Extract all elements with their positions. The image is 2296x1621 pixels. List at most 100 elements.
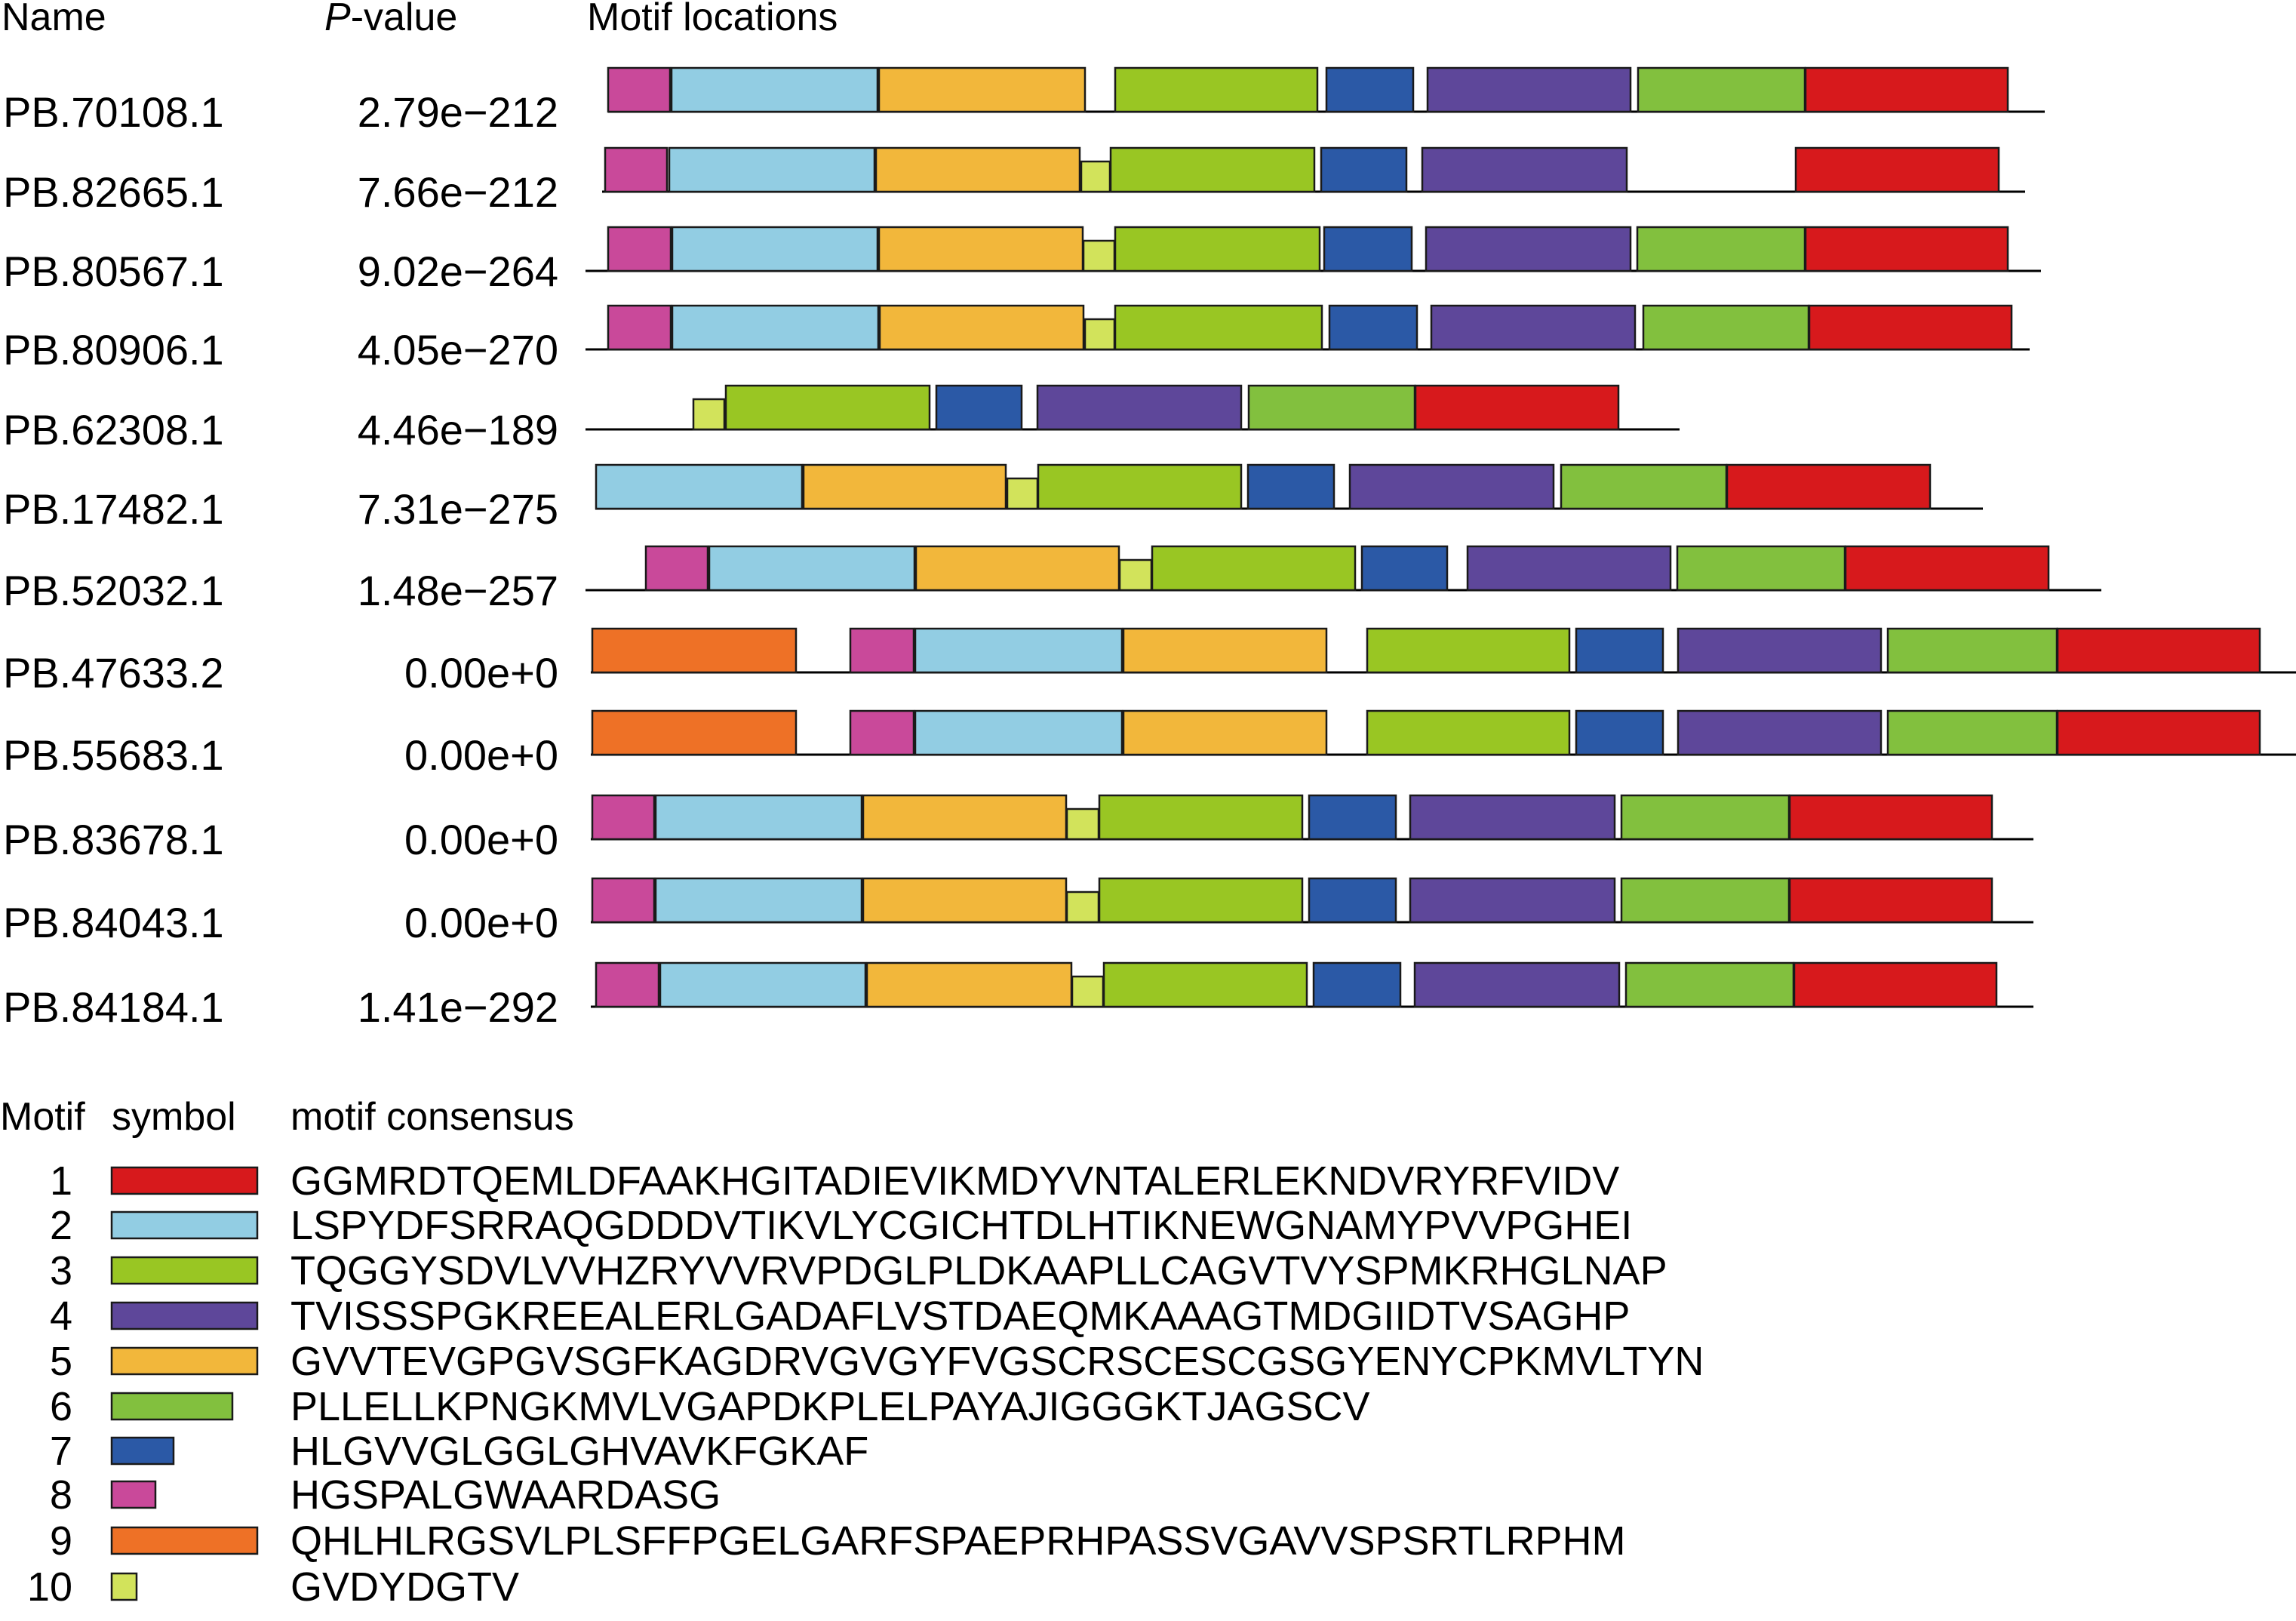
motif-3-block <box>1114 226 1321 272</box>
motif-9-block <box>591 627 798 674</box>
motif-10-block <box>692 398 726 431</box>
motif-7-block <box>1328 304 1418 351</box>
sequence-name: PB.82665.1 <box>3 168 224 216</box>
sequence-pvalue: 1.48e−257 <box>358 567 558 614</box>
motif-7-block <box>1323 226 1413 272</box>
motif-2-block <box>659 961 867 1008</box>
legend-item: 5 GVVTEVGPGVSGFKAGDRVGVGYFVGSCRSCESCGSGYE… <box>50 1339 1704 1384</box>
motif-10-block <box>1065 807 1100 841</box>
motif-8-block <box>604 146 669 193</box>
motif-2-block <box>654 794 863 841</box>
motif-4-block <box>1677 709 1883 756</box>
legend-item: 8 HGSPALGWAARDASG <box>50 1472 721 1518</box>
motif-10-block <box>1118 558 1153 592</box>
motif-2-block <box>914 709 1123 756</box>
legend-item: 4 TVISSSPGKREEALERLGADAFLVSTDAEQMKAAAGTMD… <box>50 1293 1630 1339</box>
motif-10-block <box>1065 890 1100 924</box>
legend-symbol-swatch <box>110 1392 234 1421</box>
motif-8-block <box>595 961 660 1008</box>
legend-symbol-swatch <box>110 1480 157 1509</box>
sequence-row: PB.80906.1 4.05e−270 <box>3 304 2030 374</box>
legend-motif-number: 2 <box>50 1203 72 1248</box>
legend-symbol-swatch <box>110 1572 138 1601</box>
legend-symbol-swatch <box>110 1166 259 1195</box>
sequence-row: PB.47633.2 0.00e+0 <box>3 627 2296 697</box>
legend-item: 10 GVDYDGTV <box>27 1564 519 1610</box>
motif-4-block <box>1421 146 1628 193</box>
motif-4-block <box>1348 463 1555 510</box>
motif-3-block <box>1102 961 1308 1008</box>
legend-motif-number: 5 <box>50 1339 72 1384</box>
legend-motif-number: 4 <box>50 1293 72 1339</box>
sequence-name: PB.80906.1 <box>3 326 224 374</box>
motif-8-block <box>607 66 672 113</box>
legend-symbol-header: symbol <box>112 1095 236 1139</box>
legend-item: 7 HLGVVGLGGLGHVAVKFGKAF <box>50 1429 868 1474</box>
motif-2-block <box>914 627 1123 674</box>
motif-2-block <box>708 545 916 592</box>
motif-7-block <box>1575 627 1664 674</box>
motif-3-block <box>1366 627 1571 674</box>
legend-item: 6 PLLELLKPNGKMVLVGAPDKPLELPAYAJIGGGKTJAGS… <box>50 1384 1370 1429</box>
motif-1-block <box>1808 304 2013 351</box>
motif-4-block <box>1413 961 1621 1008</box>
motif-5-block <box>862 877 1068 924</box>
legend-item: 9 QHLHLRGSVLPLSFFPGELGARFSPAEPRHPASSVGAVV… <box>50 1518 1626 1564</box>
motif-7-block <box>1308 877 1397 924</box>
motif-4-block <box>1466 545 1672 592</box>
motif-7-block <box>1575 709 1664 756</box>
motif-2-block <box>671 226 879 272</box>
legend-motif-number: 8 <box>50 1472 72 1518</box>
motif-6-block <box>1624 961 1795 1008</box>
legend-consensus: PLLELLKPNGKMVLVGAPDKPLELPAYAJIGGGKTJAGSC… <box>290 1384 1370 1429</box>
motif-3-block <box>1114 66 1319 113</box>
motif-5-block <box>1122 627 1328 674</box>
motif-5-block <box>878 226 1084 272</box>
sequence-pvalue: 9.02e−264 <box>358 248 558 295</box>
legend-symbol-swatch <box>110 1526 259 1555</box>
motif-8-block <box>849 709 915 756</box>
sequence-row: PB.62308.1 4.46e−189 <box>3 384 1680 454</box>
legend-motif-number: 6 <box>50 1384 72 1429</box>
motif-4-block <box>1425 226 1632 272</box>
legend-motif-number: 1 <box>50 1158 72 1204</box>
name-column-header: Name <box>2 0 106 39</box>
legend-consensus: GVDYDGTV <box>290 1564 519 1610</box>
motif-7-block <box>1308 794 1397 841</box>
motif-2-block <box>671 304 880 351</box>
sequence-name: PB.47633.2 <box>3 649 224 697</box>
sequence-row: PB.84184.1 1.41e−292 <box>3 961 2033 1031</box>
sequence-row: PB.82665.1 7.66e−212 <box>3 146 2025 216</box>
sequence-name: PB.55683.1 <box>3 731 224 779</box>
legend-symbol-swatch <box>110 1210 259 1240</box>
sequence-name: PB.70108.1 <box>3 88 224 136</box>
motif-6-block <box>1886 709 2058 756</box>
motif-1-block <box>1804 226 2009 272</box>
motif-5-block <box>878 66 1087 113</box>
sequence-pvalue: 0.00e+0 <box>404 649 558 697</box>
legend-consensus: LSPYDFSRRAQGDDDVTIKVLYCGICHTDLHTIKNEWGNA… <box>290 1203 1632 1248</box>
legend-item: 2 LSPYDFSRRAQGDDDVTIKVLYCGICHTDLHTIKNEWGN… <box>50 1203 1632 1248</box>
motif-6-block <box>1247 384 1416 431</box>
motif-2-block <box>654 877 863 924</box>
motif-3-block <box>1114 304 1323 351</box>
motif-8-block <box>644 545 709 592</box>
motif-8-block <box>607 304 672 351</box>
motif-legend: 1 GGMRDTQEMLDFAAKHGITADIEVIKMDYVNTALERLEK… <box>27 1158 1704 1610</box>
motif-3-block <box>1098 877 1304 924</box>
motif-10-block <box>1083 318 1116 351</box>
motif-7-block <box>1246 463 1335 510</box>
motif-7-block <box>1360 545 1449 592</box>
motif-9-block <box>591 709 798 756</box>
sequence-name: PB.84043.1 <box>3 899 224 946</box>
legend-consensus: GVVTEVGPGVSGFKAGDRVGVGYFVGSCRSCESCGSGYEN… <box>290 1339 1704 1384</box>
sequence-pvalue: 0.00e+0 <box>404 816 558 863</box>
legend-symbol-swatch <box>110 1256 259 1285</box>
motif-7-block <box>935 384 1023 431</box>
legend-consensus: GGMRDTQEMLDFAAKHGITADIEVIKMDYVNTALERLEKN… <box>290 1158 1619 1204</box>
motif-4-block <box>1677 627 1883 674</box>
motif-3-block <box>1366 709 1571 756</box>
motif-4-block <box>1409 877 1616 924</box>
legend-symbol-swatch <box>110 1436 175 1466</box>
